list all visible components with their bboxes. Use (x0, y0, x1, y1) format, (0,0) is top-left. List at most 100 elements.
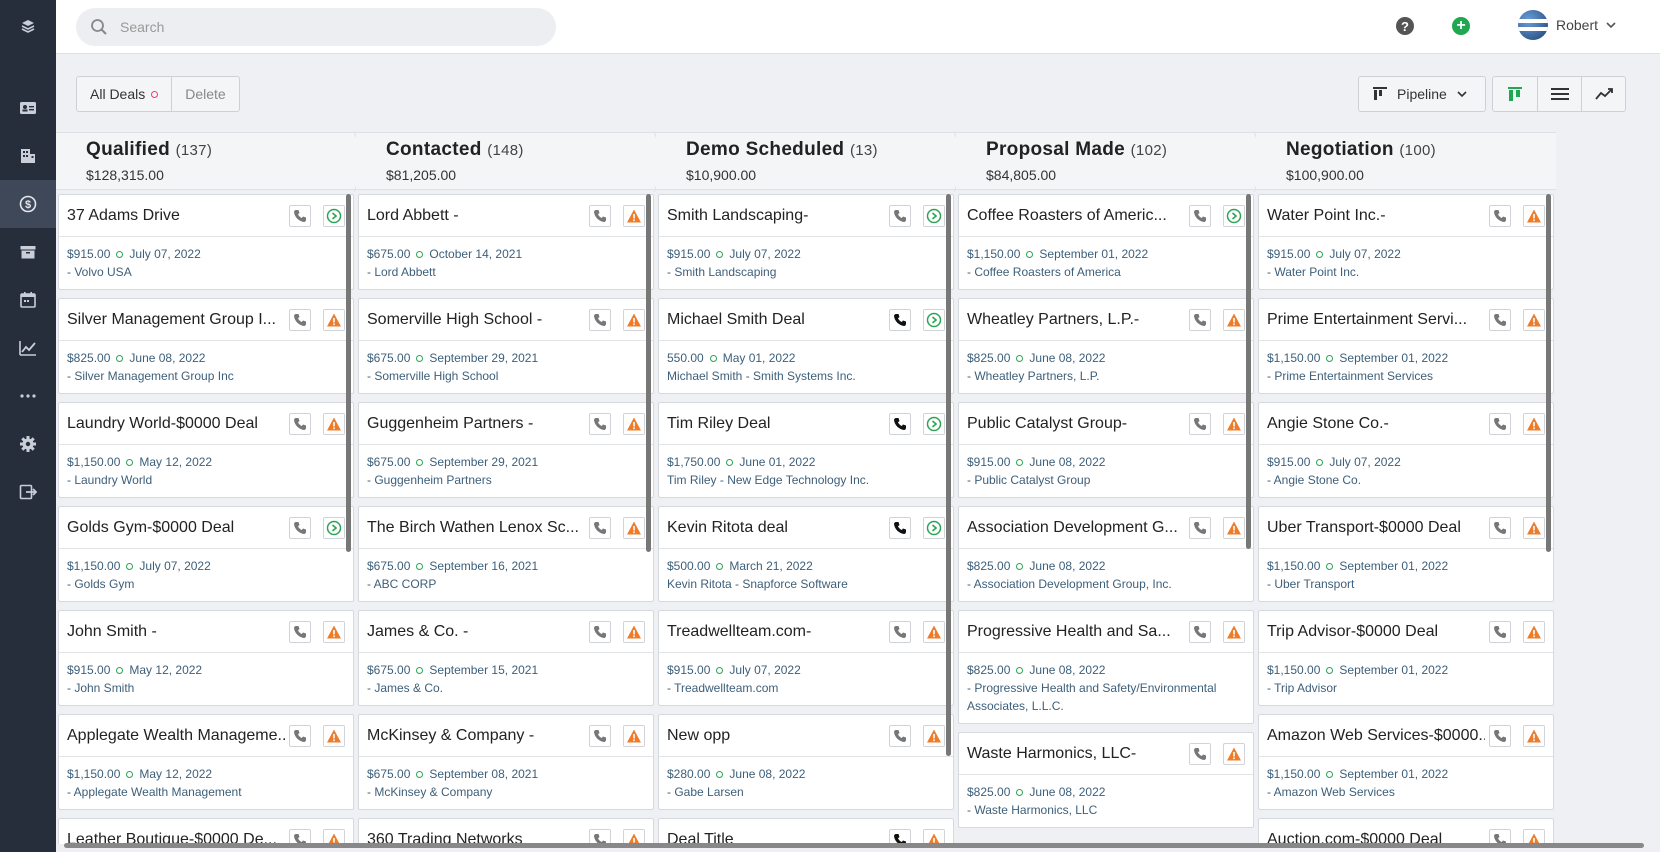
phone-icon[interactable] (1189, 743, 1211, 765)
deal-organization[interactable]: - John Smith (67, 681, 135, 695)
warning-icon[interactable] (1523, 725, 1545, 747)
deal-organization[interactable]: - Golds Gym (67, 577, 135, 591)
deal-card[interactable]: Coffee Roasters of Americ... $1,150.00 Sep… (958, 194, 1254, 290)
deal-card[interactable]: Michael Smith Deal 550.00 May 01, 2022 Mich… (658, 298, 954, 394)
deal-organization[interactable]: - Lord Abbett (367, 265, 436, 279)
delete-button[interactable]: Delete (171, 77, 238, 111)
list-view-button[interactable] (1537, 77, 1581, 111)
deal-title[interactable]: Amazon Web Services-$0000... (1267, 726, 1485, 744)
warning-icon[interactable] (623, 309, 645, 331)
deal-card[interactable]: Kevin Ritota deal $500.00 March 21, 2022 Ke… (658, 506, 954, 602)
deal-title[interactable]: New opp (667, 726, 731, 744)
next-step-icon[interactable] (923, 309, 945, 331)
warning-icon[interactable] (323, 413, 345, 435)
deal-organization[interactable]: - Prime Entertainment Services (1267, 369, 1434, 383)
kanban-view-button[interactable] (1493, 77, 1537, 111)
deal-organization[interactable]: - Trip Advisor (1267, 681, 1338, 695)
deal-organization[interactable]: - Treadwellteam.com (667, 681, 779, 695)
column-scrollbar[interactable] (946, 194, 951, 844)
deal-title[interactable]: 37 Adams Drive (67, 206, 180, 224)
help-icon[interactable]: ? (1396, 17, 1414, 35)
deal-card[interactable]: Leather Boutique-$0000 De... (58, 818, 354, 844)
phone-icon[interactable] (1489, 309, 1511, 331)
deal-title[interactable]: McKinsey & Company - (367, 726, 535, 744)
deal-organization[interactable]: - Progressive Health and Safety/Environm… (967, 681, 1217, 713)
deal-title[interactable]: Lord Abbett - (367, 206, 459, 224)
deal-organization[interactable]: - ABC CORP (367, 577, 437, 591)
phone-icon[interactable] (589, 725, 611, 747)
warning-icon[interactable] (923, 621, 945, 643)
settings-icon[interactable] (0, 420, 56, 468)
warning-icon[interactable] (1523, 413, 1545, 435)
warning-icon[interactable] (1523, 517, 1545, 539)
phone-icon[interactable] (589, 309, 611, 331)
next-step-icon[interactable] (323, 205, 345, 227)
deal-card[interactable]: 360 Trading Networks (358, 818, 654, 844)
deal-card[interactable]: Smith Landscaping- $915.00 July 07, 2022 - … (658, 194, 954, 290)
deal-card[interactable]: Tim Riley Deal $1,750.00 June 01, 2022 Tim … (658, 402, 954, 498)
user-menu[interactable]: Robert (1518, 10, 1616, 40)
warning-icon[interactable] (923, 725, 945, 747)
calendar-icon[interactable] (0, 276, 56, 324)
deal-card[interactable]: Public Catalyst Group- $915.00 June 08, 20… (958, 402, 1254, 498)
deal-title[interactable]: Guggenheim Partners - (367, 414, 534, 432)
phone-icon[interactable] (889, 517, 911, 539)
deal-card[interactable]: Water Point Inc.- $915.00 July 07, 2022 - W… (1258, 194, 1554, 290)
deal-organization[interactable]: - Smith Landscaping (667, 265, 777, 279)
deal-title[interactable]: The Birch Wathen Lenox Sc... (367, 518, 579, 536)
warning-icon[interactable] (323, 621, 345, 643)
deal-card[interactable]: Prime Entertainment Servi... $1,150.00 Sep… (1258, 298, 1554, 394)
column-scrollbar[interactable] (1246, 194, 1251, 844)
phone-icon[interactable] (289, 725, 311, 747)
deal-title[interactable]: Golds Gym-$0000 Deal (67, 518, 235, 536)
warning-icon[interactable] (1523, 829, 1545, 844)
deal-organization[interactable]: - Volvo USA (67, 265, 132, 279)
deal-card[interactable]: McKinsey & Company - $675.00 September 08,… (358, 714, 654, 810)
search-input[interactable] (120, 19, 520, 35)
deal-card[interactable]: Deal Title (658, 818, 954, 844)
phone-icon[interactable] (589, 517, 611, 539)
deal-title[interactable]: Smith Landscaping- (667, 206, 809, 224)
phone-icon[interactable] (289, 829, 311, 844)
phone-icon[interactable] (1489, 725, 1511, 747)
reports-icon[interactable] (0, 324, 56, 372)
deal-card[interactable]: James & Co. - $675.00 September 15, 2021 - … (358, 610, 654, 706)
column-scrollbar[interactable] (646, 194, 651, 844)
warning-icon[interactable] (1523, 309, 1545, 331)
phone-icon[interactable] (1489, 517, 1511, 539)
phone-icon[interactable] (889, 413, 911, 435)
deal-title[interactable]: Somerville High School - (367, 310, 543, 328)
deal-title[interactable]: Kevin Ritota deal (667, 518, 788, 536)
phone-icon[interactable] (1489, 413, 1511, 435)
deal-title[interactable]: Waste Harmonics, LLC- (967, 744, 1137, 762)
column-scrollbar[interactable] (346, 194, 351, 844)
phone-icon[interactable] (1489, 621, 1511, 643)
deal-card[interactable]: Applegate Wealth Manageme... $1,150.00 May… (58, 714, 354, 810)
deal-organization[interactable]: - Association Development Group, Inc. (967, 577, 1172, 591)
search-box[interactable] (76, 8, 556, 46)
phone-icon[interactable] (589, 413, 611, 435)
deal-title[interactable]: Progressive Health and Sa... (967, 622, 1171, 640)
warning-icon[interactable] (1223, 309, 1245, 331)
deal-card[interactable]: Somerville High School - $675.00 September… (358, 298, 654, 394)
deal-card[interactable]: Progressive Health and Sa... $825.00 June … (958, 610, 1254, 724)
warning-icon[interactable] (623, 413, 645, 435)
add-icon[interactable]: + (1452, 17, 1470, 35)
deal-organization[interactable]: Michael Smith - Smith Systems Inc. (667, 369, 856, 383)
warning-icon[interactable] (1523, 205, 1545, 227)
deal-title[interactable]: Applegate Wealth Manageme... (67, 726, 285, 744)
scrollbar-thumb[interactable] (646, 194, 651, 552)
phone-icon[interactable] (1189, 413, 1211, 435)
deal-organization[interactable]: - Gabe Larsen (667, 785, 744, 799)
phone-icon[interactable] (889, 205, 911, 227)
deal-organization[interactable]: Tim Riley - New Edge Technology Inc. (667, 473, 870, 487)
scrollbar-thumb[interactable] (1246, 194, 1251, 549)
phone-icon[interactable] (1189, 517, 1211, 539)
deal-title[interactable]: Tim Riley Deal (667, 414, 771, 432)
scrollbar-thumb[interactable] (346, 194, 351, 552)
deal-title[interactable]: Public Catalyst Group- (967, 414, 1128, 432)
deal-organization[interactable]: - Somerville High School (367, 369, 499, 383)
phone-icon[interactable] (589, 205, 611, 227)
pipeline-dropdown[interactable]: Pipeline (1358, 76, 1486, 112)
deal-card[interactable]: Lord Abbett - $675.00 October 14, 2021 - Lo… (358, 194, 654, 290)
